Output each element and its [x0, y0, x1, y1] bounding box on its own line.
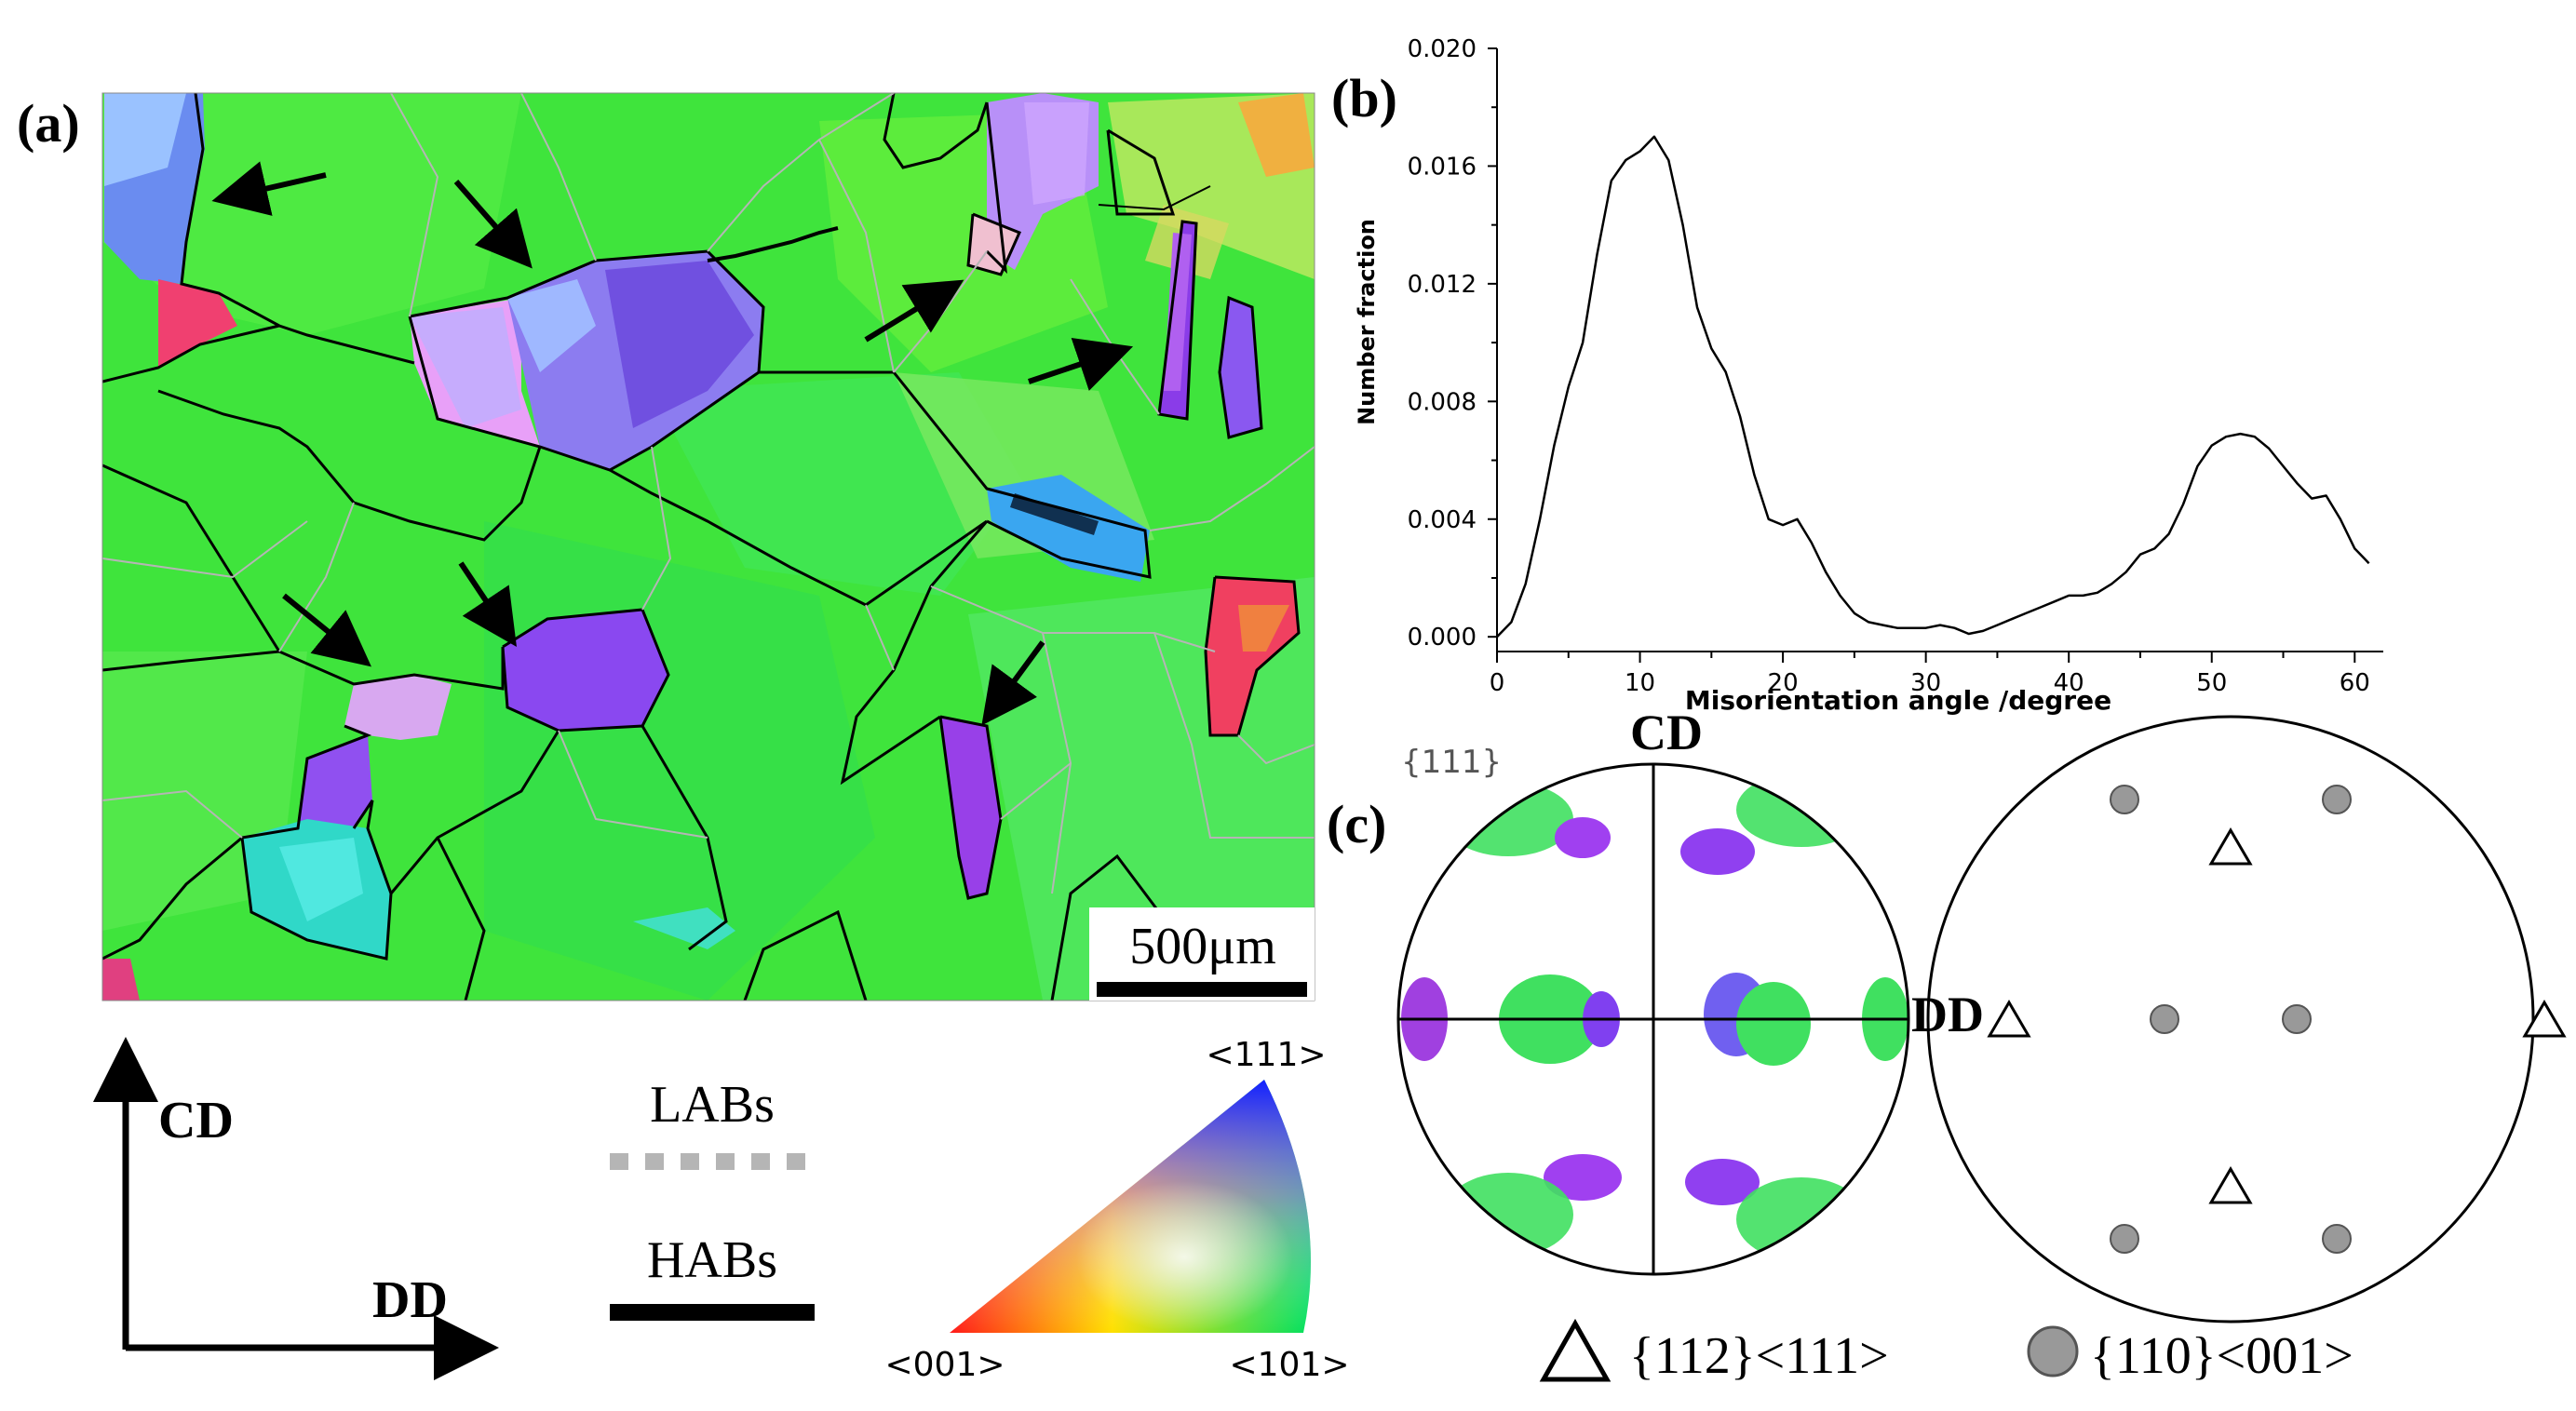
ideal-pole-110-001 [2322, 785, 2352, 814]
panel-c-label: (c) [1327, 794, 1386, 854]
ideal-pole-110-001 [2322, 1224, 2352, 1254]
legend-circle-symbol [2027, 1325, 2079, 1377]
legend-triangle-symbol [1539, 1318, 1612, 1382]
pole-figure-plane-label: {111} [1401, 744, 1502, 781]
ipf-color-key [950, 1080, 1311, 1333]
ideal-pole-110-001 [2150, 1004, 2179, 1034]
ideal-pole-112-111 [2208, 827, 2253, 866]
series-line [1496, 135, 2370, 638]
ideal-pole-112-111 [2522, 1000, 2567, 1038]
panel-b-label: (b) [1331, 68, 1397, 128]
ideal-pole-110-001 [2282, 1004, 2312, 1034]
y-tick-label: 0.016 [1408, 153, 1477, 181]
misorientation-chart: 0.000 0.004 0.008 0.012 0.016 0.020 0 10 20 30 40 5… [1354, 35, 2383, 716]
ideal-orientation-pole-figure [1926, 715, 2567, 1324]
y-tick-label: 0.020 [1408, 35, 1477, 63]
scale-bar-text: 500μm [1129, 918, 1276, 975]
x-tick-label: 30 [1910, 669, 1941, 697]
ipf-label-001: <001> [884, 1346, 1005, 1384]
pole-figure-dd-label: DD [1911, 987, 1984, 1042]
x-tick-label: 40 [2054, 669, 2084, 697]
y-tick-label: 0.000 [1408, 624, 1477, 652]
x-tick-label: 20 [1768, 669, 1799, 697]
y-tick-label: 0.008 [1408, 388, 1477, 416]
ideal-pole-110-001 [2110, 785, 2139, 814]
legend-triangle-label: {112}<111> [1629, 1327, 1889, 1385]
axis-label-dd: DD [372, 1271, 448, 1329]
y-tick-label: 0.012 [1408, 271, 1477, 299]
axis-label-cd: CD [158, 1092, 234, 1149]
ideal-pole-112-111 [2208, 1166, 2253, 1204]
y-axis-title: Number fraction [1354, 219, 1380, 425]
ipf-label-111: <111> [1206, 1036, 1326, 1074]
scale-bar [1097, 982, 1307, 997]
sample-axes-legend [93, 1037, 499, 1380]
ebsd-orientation-map [102, 93, 1315, 1001]
measured-pole-figure [1396, 762, 1910, 1276]
x-tick-label: 0 [1490, 669, 1505, 697]
x-tick-label: 10 [1625, 669, 1655, 697]
ipf-label-101: <101> [1229, 1346, 1349, 1384]
ebsd-map-frame [101, 92, 1315, 1001]
panel-a-label: (a) [17, 93, 80, 154]
pole-figure-cd-label: CD [1630, 705, 1703, 760]
ideal-pole-112-111 [1987, 1000, 2031, 1038]
x-tick-label: 50 [2196, 669, 2227, 697]
y-tick-label: 0.004 [1408, 506, 1477, 534]
x-axis-title: Misorientation angle /degree [1685, 685, 2111, 716]
x-tick-label: 60 [2340, 669, 2370, 697]
legend-circle-label: {110}<001> [2090, 1327, 2353, 1385]
ideal-pole-110-001 [2110, 1224, 2139, 1254]
lab-legend-label: LABs [650, 1076, 775, 1134]
hab-legend-label: HABs [647, 1231, 777, 1289]
